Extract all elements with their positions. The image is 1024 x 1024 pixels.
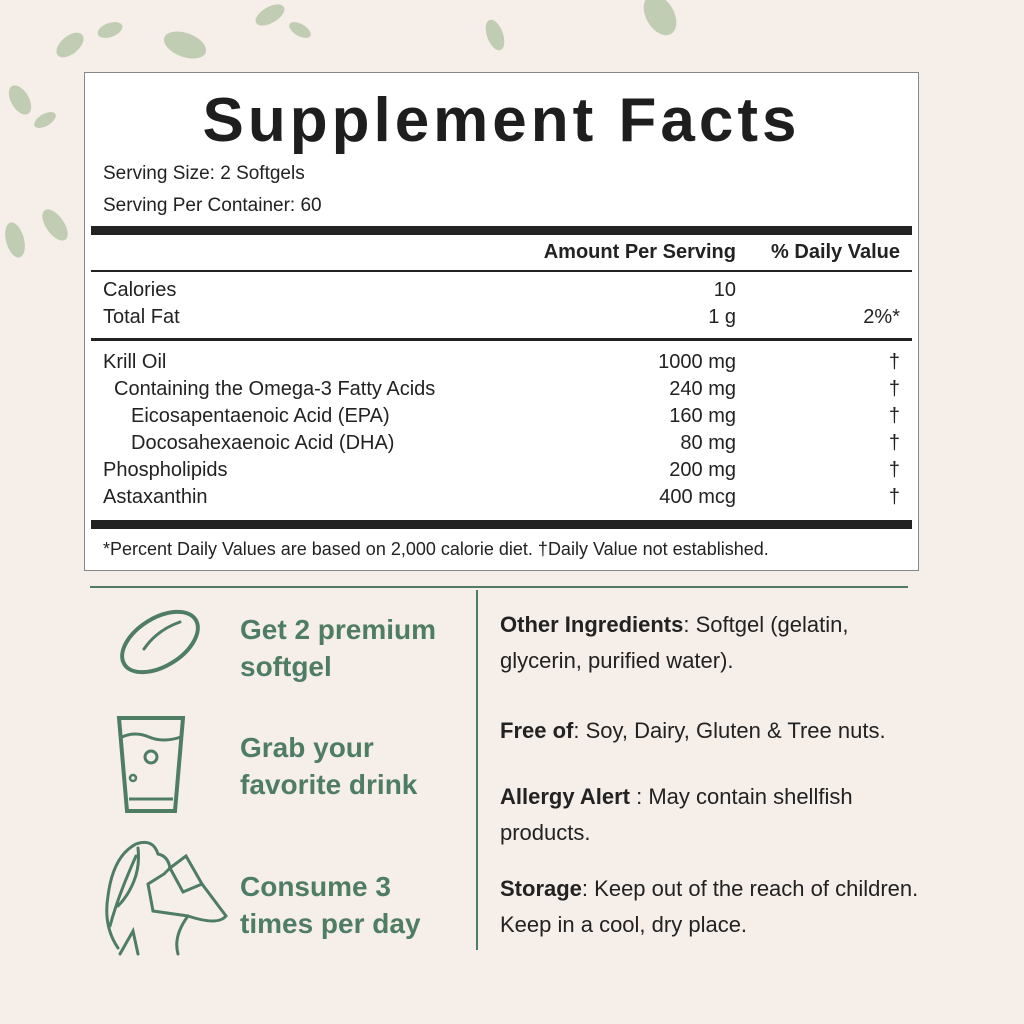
nutrient-amount: 200 mg	[669, 459, 736, 481]
footnote: *Percent Daily Values are based on 2,000…	[103, 539, 769, 559]
info-item: Allergy Alert : May contain shellfish pr…	[500, 779, 920, 851]
step-line: favorite drink	[240, 769, 418, 800]
nutrient-amount: 1000 mg	[658, 351, 736, 373]
nutrient-name: Docosahexaenoic Acid (DHA)	[131, 432, 395, 454]
info-label: Free of	[500, 718, 574, 743]
nutrient-amount: 240 mg	[669, 378, 736, 400]
daily-header: % Daily Value	[771, 241, 900, 263]
info-item: Free of: Soy, Dairy, Gluten & Tree nuts.	[500, 713, 970, 749]
nutrient-name: Total Fat	[103, 306, 180, 328]
divider-thick	[91, 520, 912, 529]
nutrient-daily: †	[888, 432, 900, 454]
info-label: Storage	[500, 876, 582, 901]
nutrient-daily: †	[888, 378, 900, 400]
nutrient-daily: †	[888, 405, 900, 427]
nutrient-row: Phospholipids 200 mg †	[103, 459, 900, 485]
nutrient-name: Astaxanthin	[103, 486, 208, 508]
info-text: Soy, Dairy, Gluten & Tree nuts.	[585, 718, 886, 743]
nutrient-daily: †	[888, 486, 900, 508]
info-separator: :	[683, 612, 696, 637]
nutrient-amount: 160 mg	[669, 405, 736, 427]
nutrient-daily: †	[888, 351, 900, 373]
column-divider	[476, 590, 478, 950]
step-text: Grab your favorite drink	[240, 729, 475, 803]
nutrient-amount: 400 mcg	[659, 486, 736, 508]
nutrient-daily: 2%*	[863, 306, 900, 328]
nutrient-row: Total Fat 1 g 2%*	[103, 306, 900, 332]
nutrient-amount: 80 mg	[680, 432, 736, 454]
nutrient-name: Calories	[103, 279, 177, 301]
nutrient-name: Phospholipids	[103, 459, 228, 481]
step-line: softgel	[240, 651, 332, 682]
woman-drinking-icon	[105, 840, 228, 956]
glass-icon	[116, 716, 186, 813]
amount-header: Amount Per Serving	[543, 241, 736, 263]
step-text: Get 2 premium softgel	[240, 611, 475, 685]
info-label: Allergy Alert	[500, 784, 631, 809]
info-text: Keep out of the reach of children. Keep …	[500, 876, 919, 937]
step-line: Grab your	[240, 732, 374, 763]
leaves-decoration	[5, 0, 677, 258]
nutrient-row: Krill Oil 1000 mg †	[103, 351, 900, 377]
info-item: Other Ingredients: Softgel (gelatin, gly…	[500, 607, 920, 679]
section-divider	[90, 586, 908, 588]
nutrient-amount: 1 g	[708, 306, 736, 328]
info-item: Storage: Keep out of the reach of childr…	[500, 871, 920, 943]
nutrient-row: Containing the Omega-3 Fatty Acids 240 m…	[103, 378, 900, 404]
header-row: Amount Per Serving % Daily Value	[103, 241, 900, 267]
nutrient-name: Eicosapentaenoic Acid (EPA)	[131, 405, 390, 427]
supplement-facts-panel: Supplement Facts Serving Size: 2 Softgel…	[84, 72, 919, 571]
nutrient-row: Astaxanthin 400 mcg †	[103, 486, 900, 512]
nutrient-name: Krill Oil	[103, 351, 167, 373]
serving-size: Serving Size: 2 Softgels	[103, 163, 305, 184]
info-label: Other Ingredients	[500, 612, 684, 637]
divider-medium	[91, 338, 912, 341]
info-separator: :	[573, 718, 586, 743]
servings-per-container: Serving Per Container: 60	[103, 195, 322, 216]
nutrient-row: Calories 10	[103, 279, 900, 305]
nutrient-amount: 10	[713, 279, 736, 301]
info-separator: :	[581, 876, 595, 901]
step-line: Consume 3	[240, 871, 391, 902]
step-text: Consume 3 times per day	[240, 868, 475, 942]
info-text: Softgel (gelatin, glycerin, purified wat…	[500, 612, 849, 673]
facts-title: Supplement Facts	[202, 86, 801, 155]
info-text: May contain shellfish products.	[500, 784, 853, 845]
divider-thick	[91, 226, 912, 235]
info-separator: :	[630, 784, 649, 809]
divider-thin	[91, 270, 912, 272]
nutrient-daily: †	[888, 459, 900, 481]
nutrient-row: Eicosapentaenoic Acid (EPA) 160 mg †	[103, 405, 900, 431]
nutrient-row: Docosahexaenoic Acid (DHA) 80 mg †	[103, 432, 900, 458]
softgel-icon	[120, 609, 200, 675]
step-line: times per day	[240, 908, 421, 939]
nutrient-name: Containing the Omega-3 Fatty Acids	[114, 378, 436, 400]
step-line: Get 2 premium	[240, 614, 437, 645]
